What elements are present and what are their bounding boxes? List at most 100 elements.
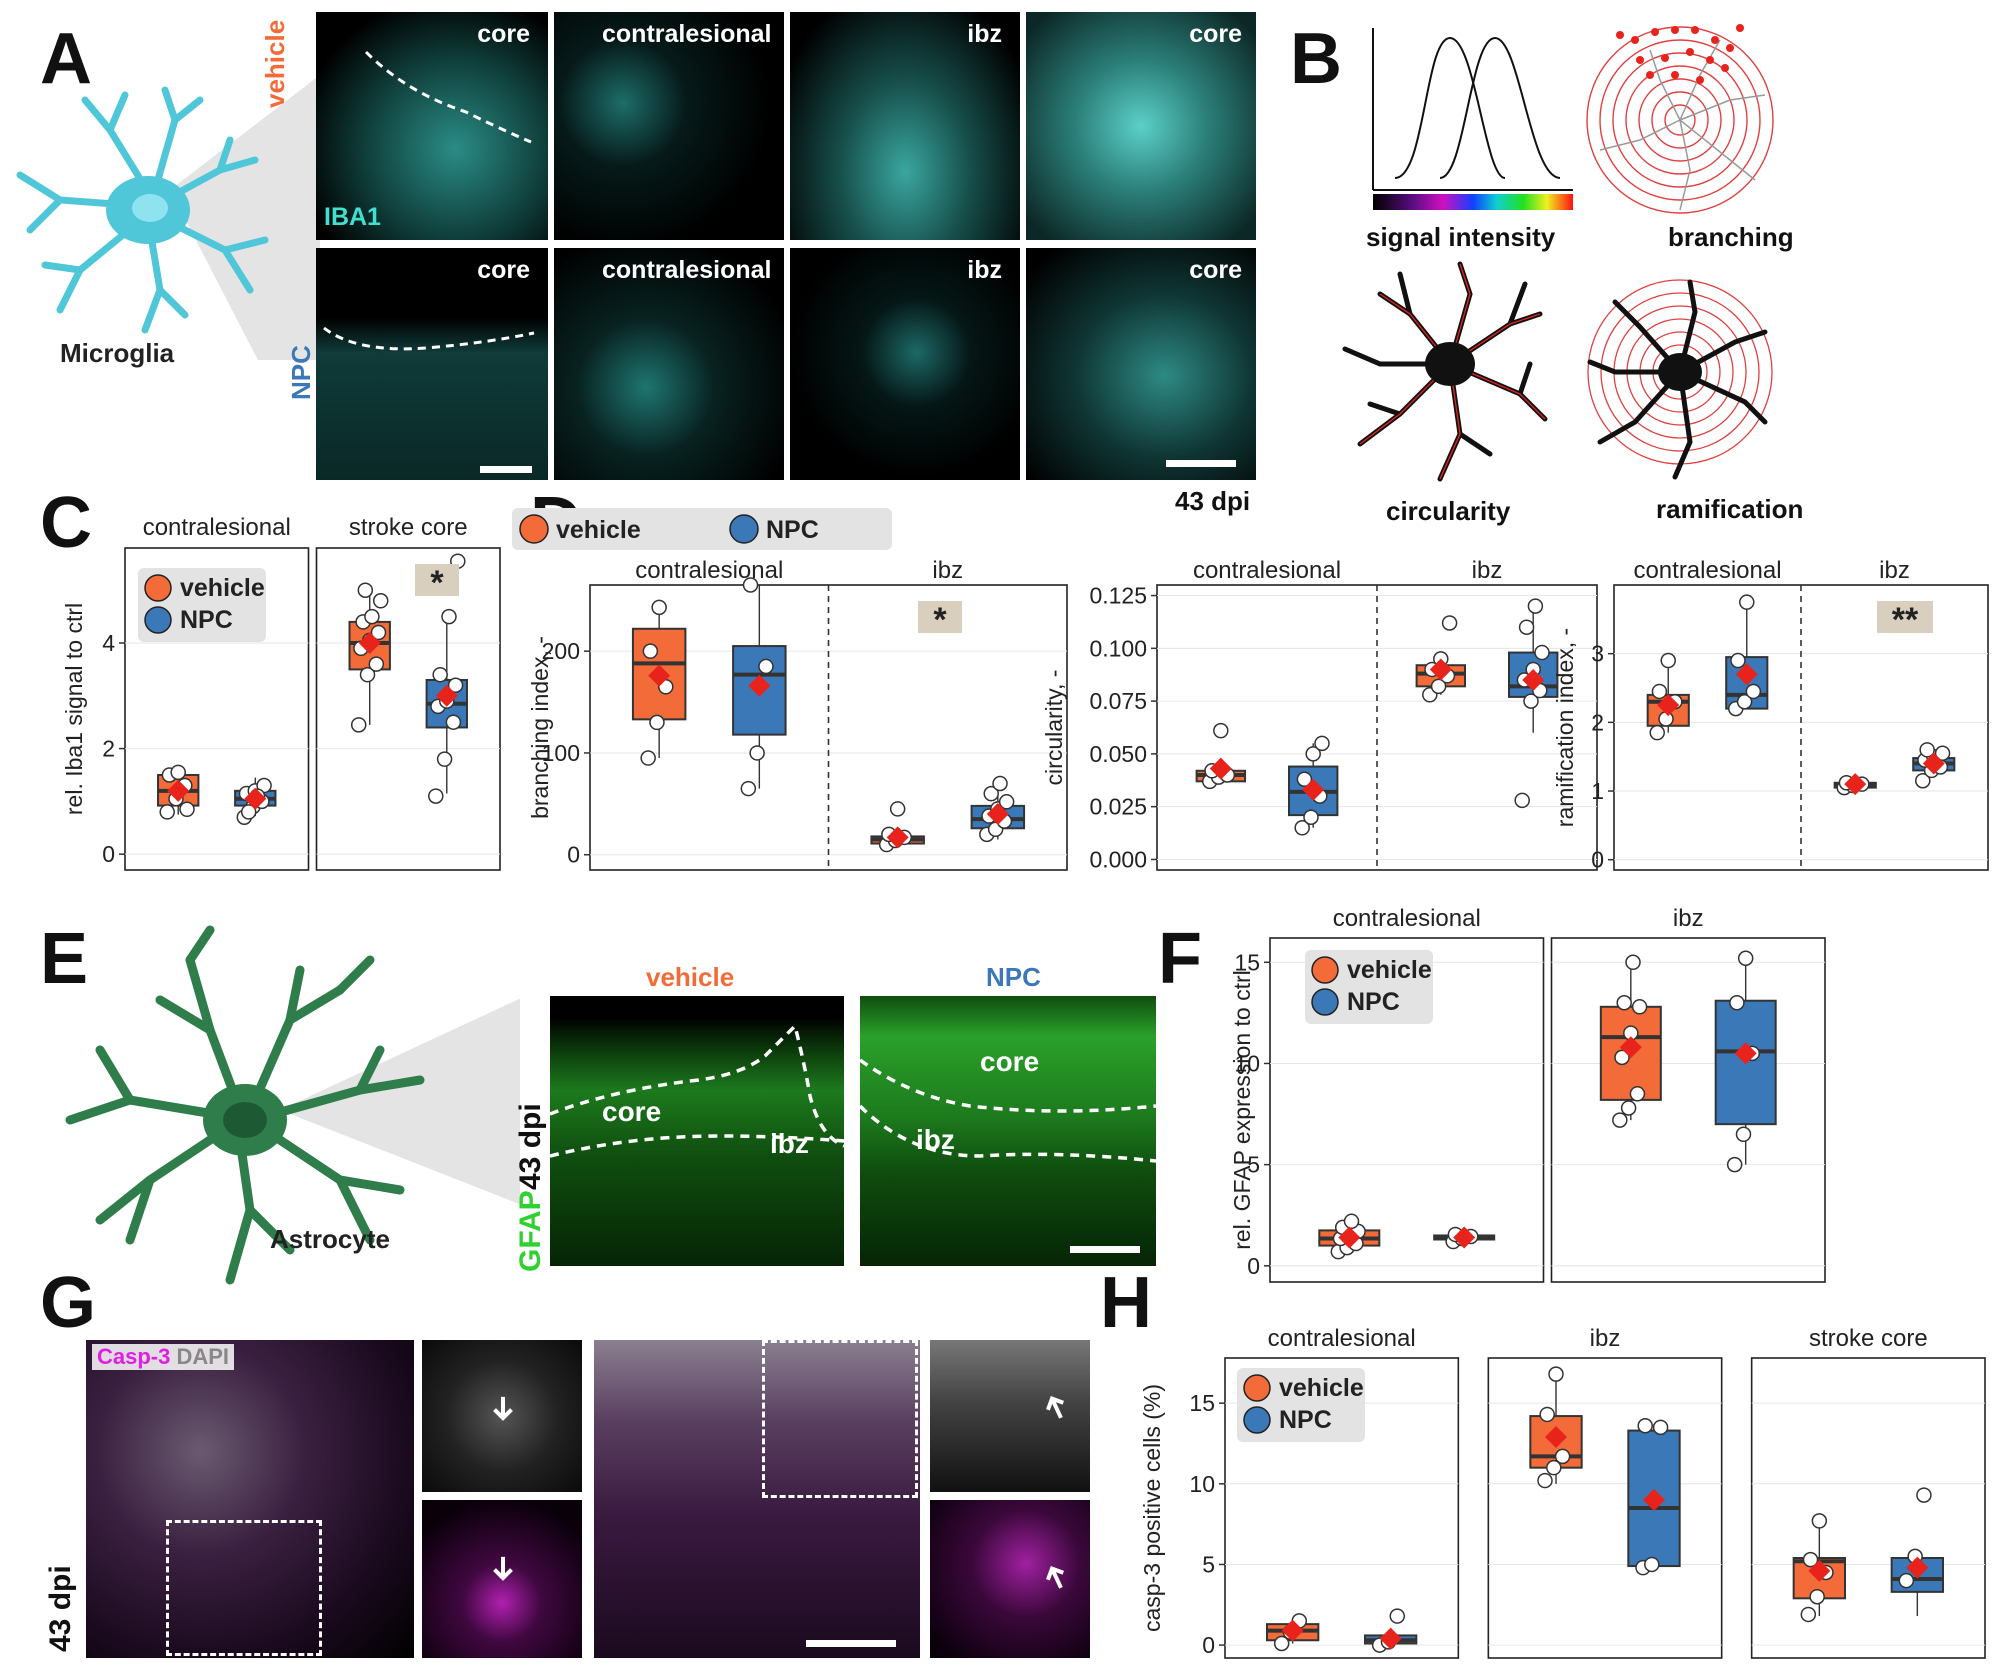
iba1-vehicle-core-zoom-image: core [1026,12,1256,240]
data-point [1514,792,1530,809]
iba1-vehicle-contralesional-image: contralesional [554,12,784,240]
data-point [1612,1112,1628,1128]
data-point [1343,1213,1360,1230]
scale-bar [1070,1246,1140,1253]
data-point [1934,745,1951,762]
facet-frame [1487,1357,1723,1659]
microglia-label: Microglia [60,338,175,368]
casp3-dapi-overview-right [594,1340,920,1658]
chart-c-0: 0 2 4 rel. Iba1 signal to ctrl contralesiona… [61,514,501,871]
mean-marker [358,632,381,655]
y-tick-label: 0 [1247,1253,1260,1279]
legend-swatch [1243,1406,1271,1434]
legend-swatch [519,514,549,544]
data-point [742,577,759,593]
data-point [359,666,376,683]
data-point [436,751,453,767]
mean-marker [1338,1226,1361,1249]
y-tick-label: 3 [1591,641,1604,667]
iba1-npc-core-image: core [316,248,548,480]
gfap-vehicle-image: core ibz [550,996,844,1266]
data-point [758,658,774,675]
dapi-zoom-right [930,1340,1090,1492]
y-tick-label: 100 [542,740,580,766]
data-point [368,656,385,672]
mean-marker [986,803,1009,826]
data-point [1800,1606,1817,1623]
arrow-icon [1046,1566,1064,1589]
facet-frame [1550,937,1826,1283]
data-point [1518,619,1535,635]
dapi-zoom-left [422,1340,582,1492]
core-label: core [602,1096,662,1127]
data-point [372,593,389,609]
data-point [1296,771,1313,787]
iba1-npc-core-zoom-image: core [1026,248,1256,480]
mean-marker [1657,694,1680,717]
data-point [240,804,257,820]
facet-title: ibz [1472,557,1503,584]
y-axis-label: circularity, - [1041,670,1067,786]
data-point [370,624,387,641]
panel-label-b: B [1290,19,1342,99]
data-point [1730,652,1746,669]
legend-label: NPC [1279,1406,1332,1434]
data-point [1652,1419,1669,1436]
casp3-dapi-overview-left: Casp-3 DAPI [86,1340,414,1658]
data-point [364,608,380,625]
legend-swatch [1311,988,1339,1016]
iba1-npc-ibz-image: ibz [790,248,1020,480]
data-point [1726,1156,1743,1173]
facet-title: ibz [1590,1325,1621,1352]
tile-label: core [477,256,530,284]
mean-marker [1379,1627,1402,1650]
y-tick-label: 10 [1234,1050,1260,1076]
y-tick-label: 15 [1189,1390,1215,1416]
branching-illustration [1586,24,1774,214]
signal-intensity-caption: signal intensity [1366,222,1556,252]
astrocyte-label: Astrocyte [270,1224,390,1254]
legend-swatch [144,574,172,602]
mean-marker [1453,1226,1476,1249]
data-point [1660,652,1676,669]
data-point [983,785,999,802]
branching-caption: branching [1668,222,1794,252]
data-point [1537,1472,1553,1489]
data-point [1620,1100,1637,1116]
data-point [428,788,444,804]
mean-marker [1734,1042,1757,1065]
data-point [1739,594,1755,610]
mean-marker [748,674,771,697]
data-point [1644,1556,1660,1573]
mean-marker [167,779,190,802]
tile-label: contralesional [602,256,772,284]
scale-bar [806,1640,896,1647]
data-point [992,775,1008,792]
significance-badge [415,564,459,596]
data-point [1809,1588,1825,1605]
facet-title: ibz [1673,905,1704,932]
vehicle-column-label: vehicle [646,962,735,992]
mean-marker [435,684,458,707]
facet-title: contralesional [1193,557,1341,584]
data-point [1737,950,1754,966]
mean-marker [1922,752,1945,775]
data-point [1546,1459,1562,1476]
data-point [432,666,448,683]
data-point [1729,995,1745,1011]
facet-title: ibz [932,557,963,584]
data-point [1527,598,1544,614]
mean-marker [1522,669,1545,691]
panel-label-g: G [40,1263,97,1343]
casp3-zoom-right [930,1500,1090,1658]
y-tick-label: 200 [542,638,580,664]
time-label: 43 dpi [44,1565,77,1652]
time-label: 43 dpi [1175,486,1251,516]
data-point [1651,683,1668,700]
data-point [1915,772,1931,789]
data-point [1658,711,1674,727]
y-tick-label: 0 [102,841,115,867]
data-point [1430,678,1447,695]
data-point [1554,1448,1571,1465]
